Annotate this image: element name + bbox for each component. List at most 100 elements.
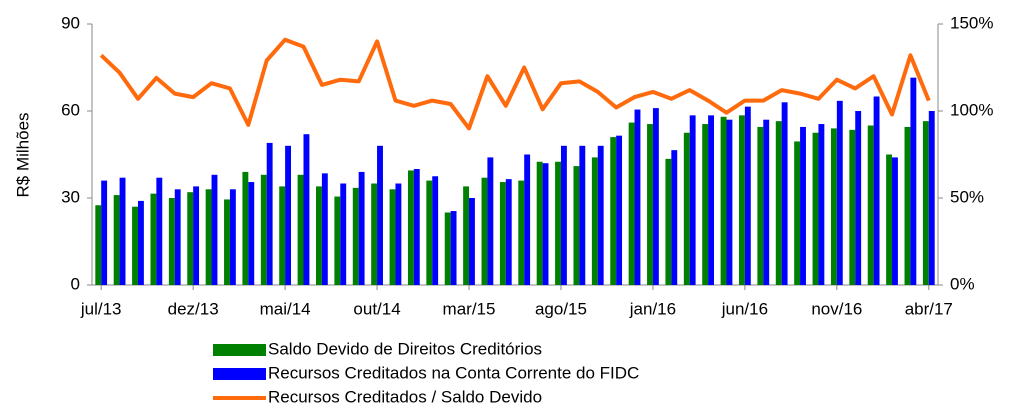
bar <box>113 195 120 285</box>
bar <box>395 183 402 285</box>
bar <box>836 100 843 285</box>
x-tick-label: jun/16 <box>721 299 768 318</box>
bar <box>334 196 341 285</box>
bar <box>168 198 175 285</box>
bar <box>389 189 396 285</box>
bar <box>628 122 635 285</box>
x-tick-label: jul/13 <box>80 299 122 318</box>
bar <box>800 126 806 285</box>
bar <box>610 137 617 285</box>
bar <box>505 179 512 285</box>
bar <box>524 154 531 285</box>
bar <box>818 124 825 285</box>
bar <box>591 157 598 285</box>
bar <box>340 183 347 285</box>
bar <box>849 129 856 285</box>
bar <box>260 174 267 285</box>
bar <box>812 132 819 285</box>
x-tick-label: abr/17 <box>905 299 953 318</box>
legend-label: Recursos Creditados na Conta Corrente do… <box>268 363 639 382</box>
y2-tick-label: 150% <box>950 13 993 32</box>
bar <box>150 193 157 285</box>
bar <box>352 187 359 285</box>
bar <box>413 169 420 285</box>
y-tick-label: 0 <box>71 274 80 293</box>
bar <box>928 111 935 285</box>
bar <box>119 177 126 285</box>
bar <box>671 150 678 285</box>
bar <box>702 124 709 285</box>
bar <box>579 145 586 285</box>
bar <box>132 206 138 285</box>
bar <box>720 116 727 285</box>
bar <box>156 177 163 285</box>
bar <box>665 158 672 285</box>
bar <box>892 157 898 285</box>
legend-swatch <box>213 344 266 356</box>
bar <box>174 189 181 285</box>
bar <box>205 189 212 285</box>
bar <box>647 124 653 285</box>
y-tick-label: 60 <box>61 100 80 119</box>
legend-label: Saldo Devido de Direitos Creditórios <box>268 339 542 358</box>
bar <box>757 126 764 285</box>
bar <box>763 119 770 285</box>
bar <box>487 157 494 285</box>
y2-tick-label: 0% <box>950 274 975 293</box>
bar <box>555 161 561 285</box>
bar <box>634 109 641 285</box>
bar <box>922 121 929 286</box>
bar <box>499 182 506 285</box>
y-tick-label: 30 <box>61 187 80 206</box>
x-tick-label: mai/14 <box>260 299 311 318</box>
bar <box>248 182 255 285</box>
bar <box>303 134 310 285</box>
legend-swatch <box>213 368 266 380</box>
bar <box>224 199 230 285</box>
bar <box>542 163 549 285</box>
bar <box>781 102 788 285</box>
bar <box>266 142 273 285</box>
bar <box>377 145 383 285</box>
bar <box>463 186 470 285</box>
bar <box>95 205 102 285</box>
y2-tick-label: 50% <box>950 187 984 206</box>
bar <box>867 125 874 285</box>
y-tick-label: 90 <box>61 13 80 32</box>
bar <box>407 170 414 285</box>
bar <box>193 186 200 285</box>
line <box>99 37 931 131</box>
bar <box>886 154 893 285</box>
bar <box>873 96 880 285</box>
bar <box>481 177 488 285</box>
bar <box>830 128 837 285</box>
bar <box>371 183 378 285</box>
bar <box>739 115 745 285</box>
bar <box>518 180 525 285</box>
bar <box>279 186 286 285</box>
bar <box>775 121 782 286</box>
bar <box>426 180 433 285</box>
bar <box>211 174 218 285</box>
legend-label: Recursos Creditados / Saldo Devido <box>268 387 542 406</box>
bar <box>708 115 714 285</box>
bar <box>469 198 475 285</box>
bar <box>285 145 291 285</box>
bar <box>652 108 659 285</box>
y-axis-label: R$ Milhões <box>13 112 32 197</box>
bar <box>560 145 567 285</box>
bar <box>450 211 457 285</box>
bar <box>432 176 439 285</box>
bar <box>316 186 322 285</box>
bar <box>536 161 543 285</box>
bar <box>744 106 751 286</box>
y2-tick-label: 100% <box>950 100 993 119</box>
bar <box>910 77 917 286</box>
bar <box>689 115 696 285</box>
bar <box>616 135 623 285</box>
bar <box>321 173 328 285</box>
bar <box>683 132 690 285</box>
bar <box>444 212 451 285</box>
x-tick-label: mar/15 <box>443 299 496 318</box>
